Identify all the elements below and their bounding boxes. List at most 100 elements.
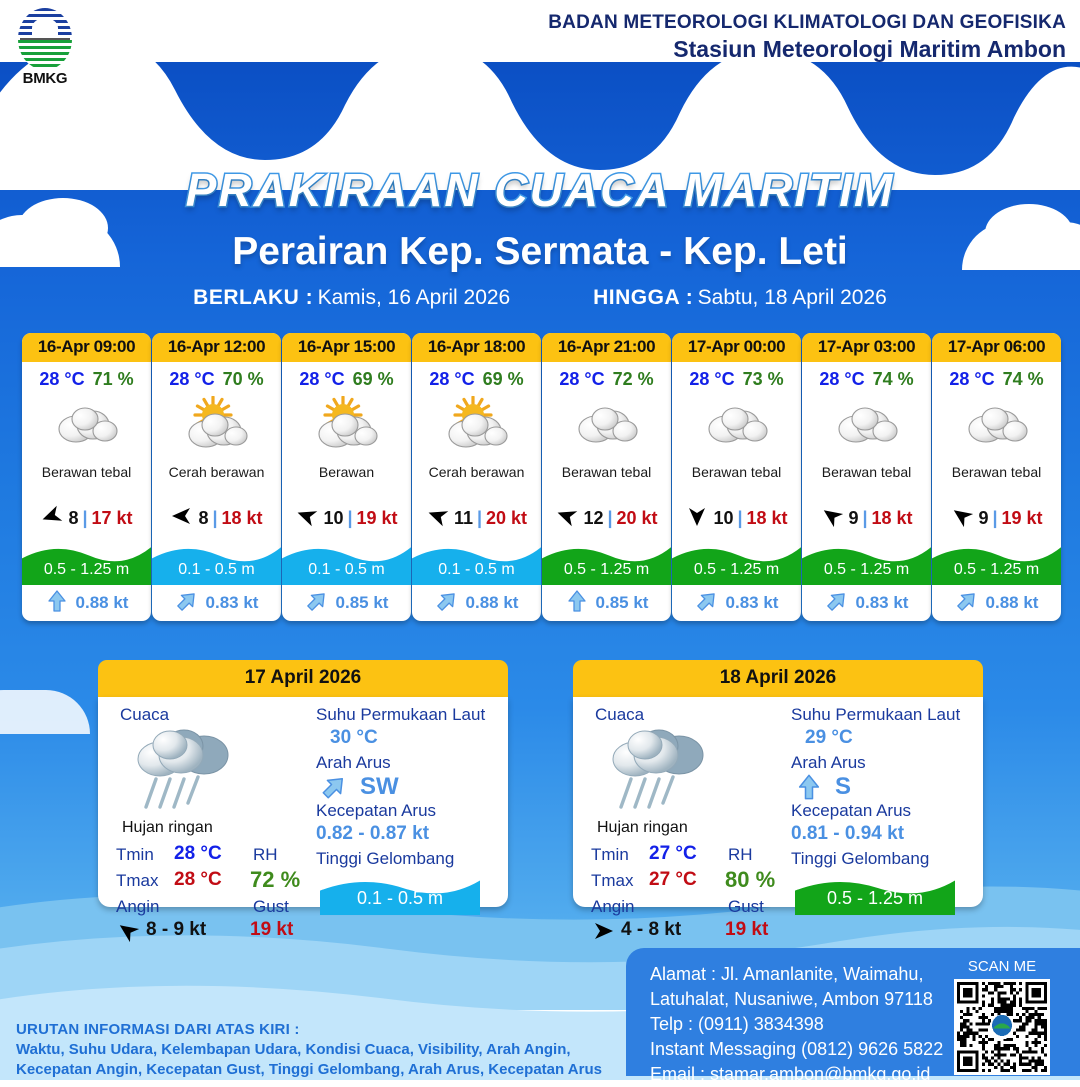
daily-angin-label: Angin xyxy=(591,897,635,916)
sun-cloud-icon xyxy=(152,394,281,456)
qr-code[interactable] xyxy=(954,979,1050,1075)
card-humidity: 69 % xyxy=(352,369,394,389)
daily-body: Cuaca Hujan ringan Tmin 27 °C Tmax 27 °C… xyxy=(573,697,983,940)
card-wave-strip: 0.1 - 0.5 m xyxy=(282,539,411,585)
card-wind-speed: 18 kt xyxy=(221,508,263,528)
daily-angin-value: 4 - 8 kt xyxy=(621,919,682,940)
daily-tmin-label: Tmin xyxy=(116,845,154,864)
current-direction-arrow-icon xyxy=(435,589,459,618)
bmkg-logo-text: BMKG xyxy=(22,70,68,87)
card-wind-row: 8 | 17 kt xyxy=(22,504,151,533)
card-current-speed: 0.83 kt xyxy=(725,593,779,612)
card-temperature: 28 °C xyxy=(559,369,605,389)
contact-telp: Telp : (0911) 3834398 xyxy=(650,1014,824,1034)
hourly-forecast-card: 16-Apr 15:00 28 °C 69 % Berawan 10 | 19 … xyxy=(282,333,411,621)
card-weather-label: Cerah berawan xyxy=(168,464,265,480)
card-current-speed: 0.83 kt xyxy=(855,593,909,612)
daily-rh-value: 72 % xyxy=(250,867,301,892)
rain-cloud-icon xyxy=(601,723,719,823)
daily-date-header: 17 April 2026 xyxy=(98,660,508,697)
current-direction-arrow-icon xyxy=(45,589,69,618)
card-time-header: 16-Apr 09:00 xyxy=(22,333,151,362)
card-wind-row: 9 | 19 kt xyxy=(932,504,1061,533)
card-wind-row: 10 | 19 kt xyxy=(282,504,411,533)
card-time-header: 16-Apr 12:00 xyxy=(152,333,281,362)
card-current-row: 0.85 kt xyxy=(282,585,411,621)
card-wave-height: 0.5 - 1.25 m xyxy=(823,561,910,578)
page-title: PRAKIRAAN CUACA MARITIM xyxy=(184,163,895,218)
scan-me-label: SCAN ME xyxy=(967,958,1037,975)
valid-from-label: BERLAKU : xyxy=(193,286,314,309)
card-humidity: 74 % xyxy=(872,369,914,389)
hourly-forecast-card: 16-Apr 09:00 28 °C 71 % Berawan tebal 8 … xyxy=(22,333,151,621)
card-wave-height: 0.5 - 1.25 m xyxy=(563,561,650,578)
card-current-row: 0.83 kt xyxy=(802,585,931,621)
daily-tmin-label: Tmin xyxy=(591,845,629,864)
card-separator: | xyxy=(607,508,613,528)
hourly-forecast-card: 17-Apr 00:00 28 °C 73 % Berawan tebal 10… xyxy=(672,333,801,621)
card-time-header: 16-Apr 18:00 xyxy=(412,333,541,362)
card-wave-height: 0.5 - 1.25 m xyxy=(693,561,780,578)
valid-until-value: Sabtu, 18 April 2026 xyxy=(697,286,887,309)
daily-gust-label: Gust xyxy=(253,897,289,916)
cloud-scallop-top xyxy=(0,40,1080,190)
daily-current-speed-value: 0.81 - 0.94 kt xyxy=(791,823,905,844)
contact-text-block: Alamat : Jl. Amanlanite, Waimahu, Latuha… xyxy=(650,962,943,1087)
cloud-shape-4 xyxy=(985,204,1073,262)
card-wave-strip: 0.5 - 1.25 m xyxy=(22,539,151,585)
card-temp-humidity-row: 28 °C 72 % xyxy=(542,362,671,390)
wind-direction-arrow-icon xyxy=(426,504,450,533)
card-wave-strip: 0.5 - 1.25 m xyxy=(672,539,801,585)
card-wave-strip: 0.5 - 1.25 m xyxy=(542,539,671,585)
daily-sst-label: Suhu Permukaan Laut xyxy=(316,705,486,724)
card-wave-height: 0.1 - 0.5 m xyxy=(178,561,255,578)
legend-block: URUTAN INFORMASI DARI ATAS KIRI : Waktu,… xyxy=(16,1020,602,1080)
card-current-speed: 0.88 kt xyxy=(465,593,519,612)
daily-sst-value: 30 °C xyxy=(330,727,378,748)
wind-direction-arrow-icon xyxy=(820,504,844,533)
daily-current-direction-arrow-icon xyxy=(795,773,823,806)
card-humidity: 69 % xyxy=(482,369,524,389)
card-separator: | xyxy=(347,508,353,528)
daily-forecast-panel: 17 April 2026 Cuaca Hujan ringan Tmin 28… xyxy=(98,660,508,943)
card-visibility: 8 xyxy=(68,508,79,528)
card-current-row: 0.83 kt xyxy=(672,585,801,621)
card-time-header: 16-Apr 21:00 xyxy=(542,333,671,362)
daily-weather-label: Hujan ringan xyxy=(122,819,213,836)
card-visibility: 8 xyxy=(198,508,209,528)
card-separator: | xyxy=(82,508,88,528)
background-white-header xyxy=(0,0,1080,62)
contact-address-line2: Latuhalat, Nusaniwe, Ambon 97118 xyxy=(650,989,933,1009)
card-separator: | xyxy=(992,508,998,528)
cloud-shape-2 xyxy=(18,198,108,258)
logo-divider-line xyxy=(20,38,70,40)
daily-wave-height: 0.5 - 1.25 m xyxy=(826,888,924,908)
card-wave-strip: 0.1 - 0.5 m xyxy=(152,539,281,585)
card-weather-label: Berawan tebal xyxy=(951,464,1042,480)
daily-angin-value: 8 - 9 kt xyxy=(146,919,207,940)
card-weather-label: Berawan tebal xyxy=(561,464,652,480)
daily-current-direction-value: SW xyxy=(360,773,399,800)
rain-cloud-icon xyxy=(126,723,244,823)
wind-direction-arrow-icon xyxy=(685,504,709,533)
card-wave-strip: 0.5 - 1.25 m xyxy=(932,539,1061,585)
daily-sst-value: 29 °C xyxy=(805,727,853,748)
card-temperature: 28 °C xyxy=(819,369,865,389)
card-separator: | xyxy=(737,508,743,528)
wind-direction-arrow-icon xyxy=(950,504,974,533)
card-current-speed: 0.88 kt xyxy=(985,593,1039,612)
logo-hill-shape xyxy=(32,18,58,38)
card-wave-height: 0.1 - 0.5 m xyxy=(308,561,385,578)
daily-current-speed-label: Kecepatan Arus xyxy=(316,801,437,820)
valid-until-label: HINGGA : xyxy=(593,286,694,309)
daily-tmin-value: 27 °C xyxy=(649,843,697,864)
card-humidity: 71 % xyxy=(92,369,134,389)
card-temp-humidity-row: 28 °C 70 % xyxy=(152,362,281,390)
daily-current-direction-value: S xyxy=(835,773,852,800)
card-current-speed: 0.85 kt xyxy=(335,593,389,612)
hourly-forecast-list: 16-Apr 09:00 28 °C 71 % Berawan tebal 8 … xyxy=(22,333,1062,621)
wind-direction-arrow-icon xyxy=(40,504,64,533)
card-wind-speed: 19 kt xyxy=(356,508,398,528)
current-direction-arrow-icon xyxy=(175,589,199,618)
card-wind-speed: 20 kt xyxy=(616,508,658,528)
